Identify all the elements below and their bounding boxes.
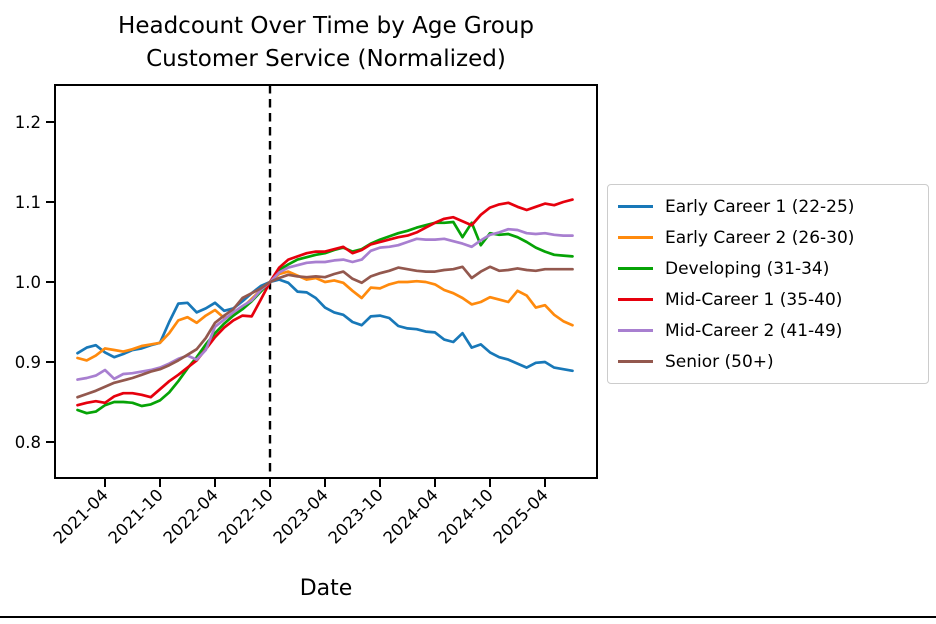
svg-text:2021-10: 2021-10 [105,485,167,547]
svg-text:2021-04: 2021-04 [50,485,112,547]
series-line-Developing (31-34) [76,220,574,415]
legend-label: Mid-Career 1 (35-40) [665,289,843,310]
legend-label: Early Career 1 (22-25) [665,196,855,217]
svg-text:2024-10: 2024-10 [435,485,497,547]
svg-text:1.1: 1.1 [15,193,41,212]
svg-text:2022-04: 2022-04 [160,485,222,547]
chart-title-line-1: Headcount Over Time by Age Group [118,13,534,39]
legend-line-swatch [618,267,653,270]
series-line-Mid-Career 2 (41-49) [76,227,574,381]
legend-item-4: Mid-Career 2 (41-49) [618,320,918,341]
series-line-Early Career 2 (26-30) [76,270,574,362]
legend-label: Senior (50+) [665,351,774,372]
legend-line-swatch [618,298,653,301]
legend-line-swatch [618,360,653,363]
chart-title: Headcount Over Time by Age Group Custome… [0,10,652,76]
x-axis-title: Date [299,576,353,601]
legend-label: Mid-Career 2 (41-49) [665,320,843,341]
legend-item-2: Developing (31-34) [618,258,918,279]
svg-text:2022-10: 2022-10 [215,485,277,547]
svg-text:1.2: 1.2 [15,113,41,132]
legend-item-1: Early Career 2 (26-30) [618,227,918,248]
svg-text:2025-04: 2025-04 [490,485,552,547]
svg-text:2024-04: 2024-04 [380,485,442,547]
svg-text:1.0: 1.0 [15,273,41,292]
legend-line-swatch [618,236,653,239]
series-line-Mid-Career 1 (35-40) [76,198,574,407]
y-axis: 0.8 0.9 1.0 1.1 1.2 [15,113,55,452]
legend-item-5: Senior (50+) [618,351,918,372]
legend-item-3: Mid-Career 1 (35-40) [618,289,918,310]
legend-item-0: Early Career 1 (22-25) [618,196,918,217]
legend: Early Career 1 (22-25) Early Career 2 (26… [607,184,929,384]
x-axis: 2021-042021-102022-042022-102023-042023-… [50,478,552,548]
series-line-Early Career 1 (22-25) [76,278,574,373]
plot-series [76,198,574,415]
chart-title-line-2: Customer Service (Normalized) [146,46,506,72]
legend-line-swatch [618,205,653,208]
svg-text:0.9: 0.9 [15,353,41,372]
legend-line-swatch [618,329,653,332]
legend-label: Developing (31-34) [665,258,830,279]
screenshot-bottom-border [0,616,936,618]
legend-label: Early Career 2 (26-30) [665,227,855,248]
svg-text:2023-04: 2023-04 [270,485,332,547]
series-line-Senior (50+) [76,265,574,399]
svg-text:2023-10: 2023-10 [325,485,387,547]
svg-text:0.8: 0.8 [15,433,41,452]
